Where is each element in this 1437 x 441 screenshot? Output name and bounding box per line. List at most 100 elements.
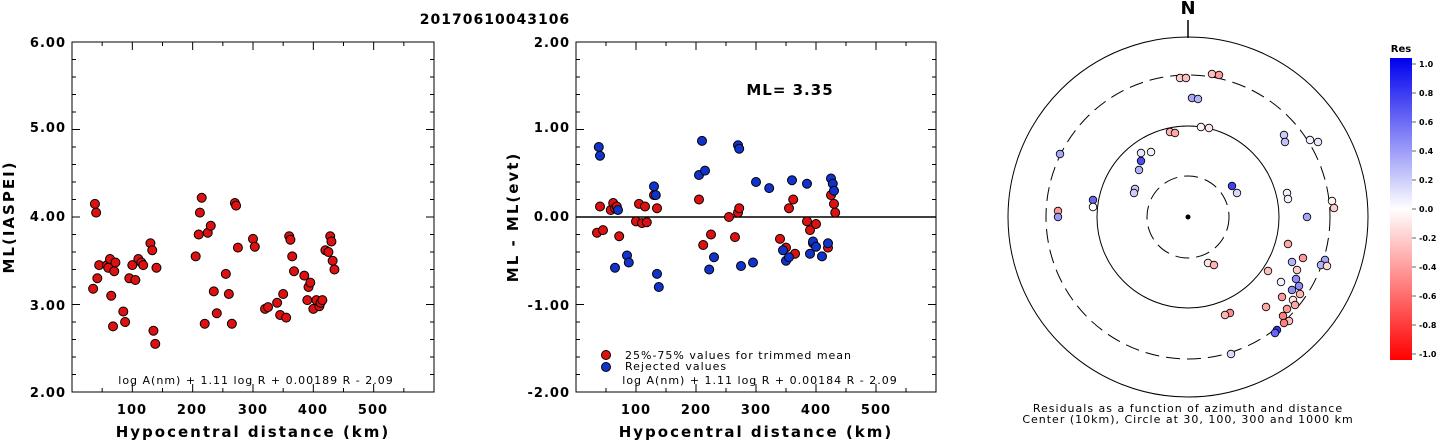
panel1-y-tick: 4.00: [30, 210, 66, 225]
panel1-data-point: [211, 308, 222, 319]
colorbar-tick-label: -0.2: [1419, 234, 1437, 243]
polar-station-point: [1279, 318, 1289, 328]
polar-station-point: [1305, 135, 1315, 145]
panel2-ticks: [576, 42, 936, 392]
polar-station-point: [1055, 149, 1065, 159]
panel1-data-point: [120, 317, 131, 327]
panel2-data-point: [823, 238, 833, 249]
polar-station-point: [1283, 239, 1293, 249]
panel1-data-point: [329, 264, 340, 275]
panel1-data-point: [223, 289, 234, 299]
panel2-x-tick: 100: [621, 403, 651, 418]
panel-azimuth-residuals: N Residuals as a function of azimuth and…: [1007, 0, 1437, 426]
colorbar-labels: 1.0 0.8 0.6 0.4 0.2 0.0 -0.2 -0.4 -0.6 -0.8 -1.0: [1412, 60, 1437, 359]
colorbar-tick-label: -0.8: [1419, 321, 1437, 330]
polar-station-point: [1088, 195, 1098, 205]
panel1-data-point: [263, 302, 274, 313]
panel1-data-point: [208, 286, 219, 297]
panel2-y-tick: 0.00: [534, 210, 570, 225]
panel2-formula: log A(nm) + 1.11 log R + 0.00184 R - 2.0…: [622, 374, 897, 387]
panel2-y-tick: 1.00: [534, 121, 570, 136]
panel1-data-point: [305, 277, 316, 288]
polar-station-point: [1193, 94, 1203, 104]
panel1-data-point: [194, 207, 205, 218]
panel2-data-point: [595, 201, 605, 212]
panel1-data-point: [226, 318, 237, 329]
panel2-data-point: [697, 135, 707, 146]
panel1-frame: [71, 41, 435, 393]
ring-100km: [1096, 125, 1280, 309]
panel1-data-point: [127, 260, 138, 271]
polar-station-point: [1196, 122, 1206, 132]
polar-station-point: [1088, 202, 1098, 212]
panel1-x-tick: 400: [298, 403, 328, 418]
panel2-data-point: [775, 233, 785, 244]
colorbar-tick-label: 0.8: [1419, 89, 1434, 98]
polar-station-point: [1327, 196, 1337, 206]
ml-value-label: ML= 3.35: [746, 81, 833, 99]
panel2-data-point: [613, 205, 623, 215]
panel2-data-point: [730, 232, 740, 243]
panel1-data-point: [91, 207, 102, 218]
panel1-data-point: [299, 270, 310, 281]
panel2-points: [592, 135, 841, 292]
polar-station-point: [1209, 260, 1219, 270]
colorbar-tick-label: -0.6: [1419, 292, 1437, 301]
panel1-data-point: [138, 260, 149, 271]
polar-station-point: [1295, 289, 1305, 299]
ring-1000km: [1007, 36, 1369, 398]
polar-station-point: [1282, 304, 1292, 314]
panel1-data-point: [88, 283, 99, 294]
polar-station-point: [1181, 73, 1191, 83]
colorbar-tick-label: 0.0: [1419, 205, 1434, 214]
panel2-data-point: [734, 203, 745, 214]
panel1-data-point: [109, 266, 120, 277]
panel1-data-point: [285, 234, 296, 245]
panel2-data-point: [811, 241, 821, 252]
panel1-data-point: [110, 257, 121, 268]
polar-station-point: [1146, 147, 1156, 157]
panel2-x-axis-title: Hypocentral distance (km): [619, 423, 894, 441]
panel1-x-tick: 500: [358, 403, 388, 418]
panel2-data-point: [653, 282, 664, 292]
panel1-ticks: [72, 42, 434, 392]
polar-points: [1053, 69, 1339, 359]
colorbar-tick-label: 0.2: [1419, 176, 1433, 185]
panel2-data-point: [787, 175, 797, 186]
panel2-data-point: [784, 252, 794, 263]
panel2-data-point: [652, 268, 662, 279]
polar-station-point: [1276, 277, 1286, 287]
panel1-y-tick: 3.00: [30, 299, 66, 314]
panel1-data-point: [289, 266, 300, 277]
panel2-data-point: [610, 262, 620, 273]
colorbar-tick-label: 0.6: [1419, 118, 1434, 127]
polar-station-point: [1287, 285, 1297, 295]
polar-station-point: [1053, 212, 1063, 222]
panel2-y-tick: -2.00: [528, 386, 570, 401]
legend-label-rejected: Rejected values: [625, 360, 727, 373]
panel1-data-point: [278, 289, 289, 299]
panel1-y-axis-title: ML(IASPEI): [0, 160, 18, 273]
panel2-data-point: [805, 225, 815, 236]
polar-station-point: [1292, 265, 1302, 275]
panel2-data-point: [736, 261, 746, 271]
panel2-y-axis-title: ML - ML(evt): [504, 152, 522, 282]
polar-station-point: [1270, 328, 1280, 338]
panel2-data-point: [734, 143, 745, 154]
panel2-data-point: [640, 201, 650, 212]
panel2-data-point: [805, 248, 815, 259]
ring-30km: [1146, 175, 1230, 259]
panel1-data-point: [193, 229, 204, 240]
panel1-data-point: [232, 242, 243, 253]
panel1-data-point: [220, 268, 231, 279]
panel1-data-point: [327, 255, 338, 266]
legend-marker-rejected: [601, 362, 611, 372]
polar-station-point: [1280, 137, 1290, 147]
panel1-x-axis-title: Hypocentral distance (km): [116, 423, 391, 441]
panel1-x-tick: 300: [238, 403, 268, 418]
panel2-data-point: [700, 165, 710, 176]
polar-station-point: [1214, 70, 1224, 80]
panel1-data-point: [118, 306, 129, 317]
polar-station-point: [1283, 194, 1293, 204]
panel2-data-point: [817, 251, 827, 262]
